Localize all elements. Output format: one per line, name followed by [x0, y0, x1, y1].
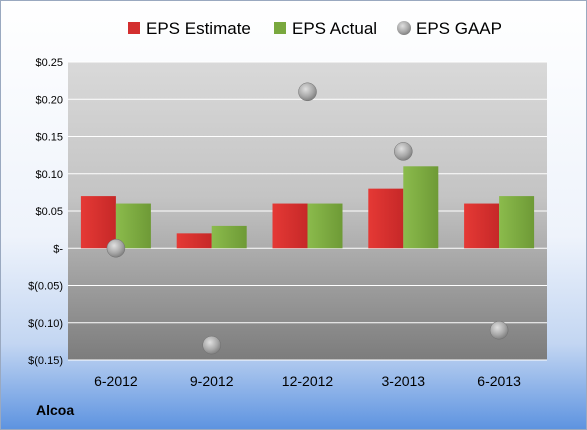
- eps-actual-bar: [115, 203, 151, 249]
- eps-estimate-bar: [80, 196, 116, 249]
- eps-estimate-bar: [272, 203, 308, 249]
- y-tick-label: $(0.10): [28, 318, 63, 330]
- bars: [80, 166, 535, 249]
- x-tick-label: 3-2013: [382, 373, 426, 389]
- legend-swatch: [397, 21, 411, 35]
- legend-label: EPS Actual: [292, 19, 377, 38]
- legend-swatch: [274, 22, 286, 34]
- eps-gaap-point: [106, 239, 126, 258]
- y-axis-ticks: $0.25 $0.20 $0.15 $0.10 $0.05 $- $(0.05) $(0.10…: [28, 57, 63, 367]
- eps-actual-bar: [403, 166, 439, 249]
- eps-gaap-point: [394, 142, 413, 161]
- x-axis-ticks: 6-2012 9-2012 12-2012 3-2013 6-2013: [94, 373, 521, 389]
- eps-estimate-bar: [176, 233, 212, 249]
- y-tick-label: $(0.05): [28, 281, 63, 293]
- eps-actual-bar: [307, 203, 343, 249]
- y-tick-label: $0.25: [35, 57, 63, 69]
- gaap-points: [106, 82, 509, 355]
- company-label: Alcoa: [36, 402, 74, 418]
- x-tick-label: 6-2012: [94, 373, 138, 389]
- legend-label: EPS GAAP: [416, 19, 502, 38]
- y-tick-label: $0.20: [35, 94, 63, 106]
- eps-actual-bar: [499, 196, 535, 249]
- y-tick-label: $0.15: [35, 132, 63, 144]
- eps-gaap-point: [489, 320, 509, 340]
- eps-gaap-point: [298, 82, 317, 102]
- x-tick-label: 9-2012: [190, 373, 234, 389]
- y-tick-label: $0.10: [35, 169, 63, 181]
- y-tick-label: $0.05: [35, 206, 63, 218]
- y-tick-label: $-: [53, 243, 63, 255]
- eps-estimate-bar: [368, 188, 404, 249]
- eps-actual-bar: [211, 225, 247, 249]
- x-tick-label: 12-2012: [282, 373, 334, 389]
- eps-gaap-point: [202, 335, 221, 355]
- legend-swatch: [128, 22, 140, 34]
- x-tick-label: 6-2013: [477, 373, 521, 389]
- legend: EPS Estimate EPS Actual EPS GAAP: [128, 19, 502, 38]
- eps-estimate-bar: [464, 203, 500, 249]
- y-tick-label: $(0.15): [28, 355, 63, 367]
- legend-label: EPS Estimate: [146, 19, 251, 38]
